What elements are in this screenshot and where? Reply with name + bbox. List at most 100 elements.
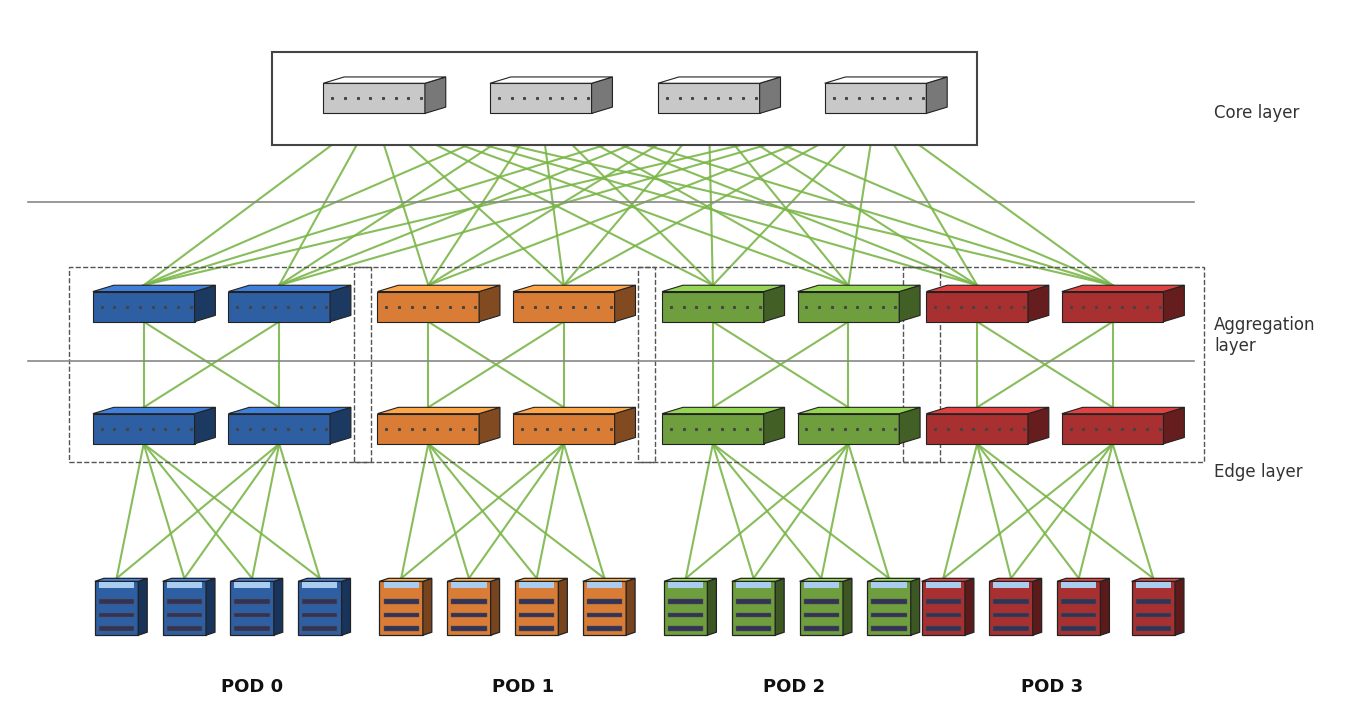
Polygon shape	[592, 77, 612, 113]
Polygon shape	[1062, 407, 1184, 414]
Polygon shape	[513, 414, 615, 444]
Polygon shape	[922, 581, 966, 635]
Polygon shape	[587, 627, 622, 631]
Polygon shape	[95, 578, 147, 581]
Polygon shape	[515, 581, 558, 635]
Polygon shape	[994, 627, 1028, 631]
Polygon shape	[868, 578, 919, 581]
Polygon shape	[926, 414, 1028, 444]
Polygon shape	[1135, 599, 1171, 603]
Polygon shape	[519, 599, 554, 603]
Polygon shape	[668, 613, 703, 617]
Polygon shape	[587, 599, 622, 603]
Polygon shape	[447, 578, 500, 581]
Polygon shape	[994, 582, 1028, 588]
Polygon shape	[479, 286, 500, 322]
Polygon shape	[659, 77, 781, 83]
Polygon shape	[899, 286, 921, 322]
Polygon shape	[922, 578, 974, 581]
Polygon shape	[558, 578, 568, 635]
Polygon shape	[323, 77, 445, 83]
Polygon shape	[519, 582, 554, 588]
Polygon shape	[378, 291, 479, 322]
Polygon shape	[843, 578, 851, 635]
Polygon shape	[872, 599, 907, 603]
Polygon shape	[1032, 578, 1042, 635]
Polygon shape	[872, 582, 907, 588]
Polygon shape	[378, 286, 500, 291]
Polygon shape	[92, 407, 216, 414]
Polygon shape	[490, 578, 500, 635]
Polygon shape	[1175, 578, 1184, 635]
Polygon shape	[1057, 578, 1109, 581]
Polygon shape	[228, 414, 330, 444]
Polygon shape	[1164, 286, 1184, 322]
Polygon shape	[1028, 407, 1048, 444]
Polygon shape	[228, 291, 330, 322]
Polygon shape	[490, 77, 612, 83]
Polygon shape	[274, 578, 282, 635]
Polygon shape	[92, 414, 194, 444]
Polygon shape	[299, 581, 342, 635]
Polygon shape	[800, 578, 851, 581]
Polygon shape	[615, 286, 636, 322]
Polygon shape	[206, 578, 215, 635]
Polygon shape	[194, 286, 216, 322]
Polygon shape	[926, 77, 947, 113]
Polygon shape	[378, 407, 500, 414]
Polygon shape	[451, 582, 486, 588]
Polygon shape	[926, 613, 961, 617]
Polygon shape	[804, 582, 839, 588]
Polygon shape	[797, 291, 899, 322]
Text: POD 1: POD 1	[492, 678, 554, 696]
Polygon shape	[330, 407, 350, 444]
Polygon shape	[235, 613, 270, 617]
Polygon shape	[163, 581, 206, 635]
Polygon shape	[235, 627, 270, 631]
Polygon shape	[926, 599, 961, 603]
Polygon shape	[587, 613, 622, 617]
Polygon shape	[99, 613, 134, 617]
Polygon shape	[1061, 627, 1096, 631]
Polygon shape	[626, 578, 636, 635]
Polygon shape	[95, 581, 139, 635]
Polygon shape	[99, 627, 134, 631]
Polygon shape	[797, 407, 921, 414]
Polygon shape	[378, 414, 479, 444]
Polygon shape	[422, 578, 432, 635]
Polygon shape	[167, 582, 202, 588]
Polygon shape	[1061, 613, 1096, 617]
Polygon shape	[736, 613, 771, 617]
Polygon shape	[1135, 582, 1171, 588]
Polygon shape	[872, 613, 907, 617]
Polygon shape	[1100, 578, 1109, 635]
Polygon shape	[1062, 291, 1164, 322]
Polygon shape	[235, 599, 270, 603]
Text: Edge layer: Edge layer	[1214, 463, 1302, 481]
FancyBboxPatch shape	[273, 52, 978, 145]
Polygon shape	[167, 599, 202, 603]
Polygon shape	[732, 581, 775, 635]
Polygon shape	[303, 582, 338, 588]
Polygon shape	[663, 286, 785, 291]
Polygon shape	[797, 286, 921, 291]
Text: POD 3: POD 3	[1021, 678, 1082, 696]
Polygon shape	[1062, 286, 1184, 291]
Polygon shape	[668, 599, 703, 603]
Polygon shape	[303, 613, 338, 617]
Polygon shape	[139, 578, 147, 635]
Polygon shape	[303, 599, 338, 603]
Text: POD 0: POD 0	[221, 678, 284, 696]
Polygon shape	[1028, 286, 1048, 322]
Polygon shape	[736, 627, 771, 631]
Polygon shape	[736, 599, 771, 603]
Polygon shape	[167, 627, 202, 631]
Polygon shape	[447, 581, 490, 635]
Polygon shape	[587, 582, 622, 588]
Polygon shape	[519, 613, 554, 617]
Polygon shape	[824, 77, 947, 83]
Polygon shape	[1131, 581, 1175, 635]
Polygon shape	[804, 613, 839, 617]
Polygon shape	[663, 414, 763, 444]
Text: Core layer: Core layer	[1214, 104, 1300, 122]
